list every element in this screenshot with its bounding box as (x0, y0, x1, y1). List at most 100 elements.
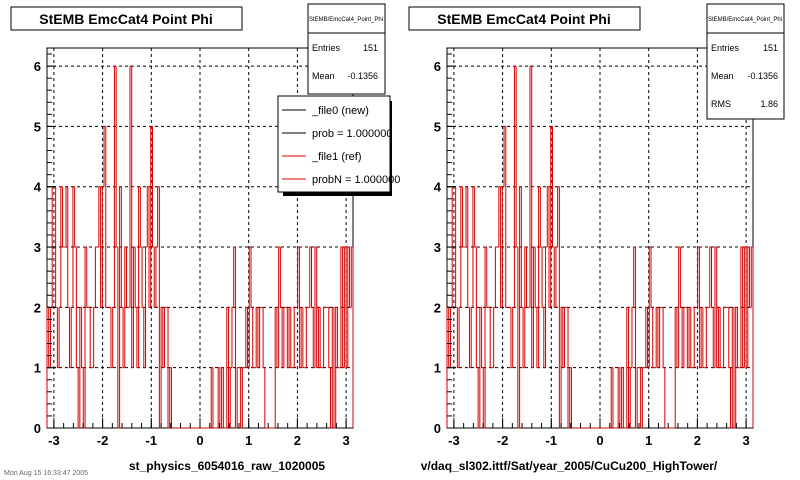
right-y-axis: 0 1 2 3 4 5 6 (434, 53, 456, 436)
right-histogram-bin (700, 306, 703, 368)
right-histogram-bin (501, 186, 505, 308)
right-histogram-bin (560, 306, 563, 428)
left-histogram-bin (252, 307, 255, 369)
right-histogram-bin (723, 306, 726, 368)
left-x-tick-label: 0 (196, 433, 203, 448)
left-histogram-bin (250, 247, 253, 308)
left-histogram-bin (331, 306, 334, 428)
right-histogram-bin (650, 247, 653, 308)
right-histogram-bin (481, 307, 484, 369)
left-histogram-bin (68, 307, 72, 369)
right-histogram-bin (536, 307, 539, 369)
right-histogram-bin (493, 306, 496, 368)
left-histogram-bin (347, 246, 350, 368)
left-histogram-bin (155, 246, 158, 308)
right-x-axis: -3 -2 -1 0 1 2 3 (448, 418, 750, 448)
left-histogram-bin (170, 367, 174, 429)
right-histogram-bin (681, 307, 684, 369)
right-histogram-bin (636, 367, 639, 428)
right-y-tick-label: 6 (434, 59, 441, 74)
left-histogram-bin (293, 306, 296, 368)
left-histogram-bin (56, 307, 60, 369)
right-histogram-bin (664, 367, 667, 429)
left-histogram-bin (226, 306, 229, 428)
right-histogram-bin (498, 186, 501, 248)
right-histogram-bin (505, 126, 508, 308)
left-histogram-bin (145, 246, 148, 368)
right-histogram-bin (683, 306, 686, 368)
left-histogram-bin (124, 246, 127, 368)
right-stats-rms: 1.86 (760, 99, 778, 109)
left-histogram-bin (122, 307, 125, 369)
right-histogram-bin (545, 246, 548, 368)
right-histogram-bin (612, 367, 615, 429)
right-histogram-bin (641, 367, 645, 428)
right-histogram-bin (467, 186, 470, 308)
right-histogram-bin (697, 246, 700, 308)
left-histogram-bin (300, 306, 303, 368)
right-histogram-bin (564, 306, 567, 368)
right-stats-mean-label: Mean (711, 71, 734, 81)
right-histogram-bin (686, 307, 690, 369)
right-histogram-bin (742, 247, 745, 369)
left-stats-entries: 151 (363, 43, 378, 53)
right-histogram-bin (747, 246, 750, 368)
legend-entry-prob: prob = 1.000000 (312, 128, 392, 140)
left-histogram-bin (278, 246, 281, 368)
left-histogram-bin (84, 246, 87, 428)
left-histogram-bin (281, 307, 284, 369)
right-x-tick-label: -1 (546, 433, 558, 448)
left-y-tick-label: 6 (34, 59, 41, 74)
left-histogram-bin (240, 367, 243, 429)
right-histogram-bin (522, 307, 525, 369)
left-histogram-bin (312, 307, 315, 369)
left-histogram-bin (259, 306, 262, 368)
left-x-tick-label: 1 (245, 433, 252, 448)
left-histogram-bin (298, 247, 302, 369)
right-histogram-bin (557, 186, 560, 248)
left-histogram-bin (221, 367, 224, 428)
left-histogram-bin (316, 247, 319, 369)
right-histogram-bin (500, 186, 503, 308)
left-histogram-bin (247, 307, 250, 369)
left-histogram-bin (305, 306, 309, 368)
left-histogram-bin (62, 186, 65, 248)
left-histogram-bin (241, 367, 245, 428)
left-histogram-bin (290, 307, 293, 369)
right-x-tick-label: 0 (596, 433, 603, 448)
left-histogram-bin (65, 186, 68, 248)
right-histogram-bin (740, 246, 743, 368)
left-histogram-bin (119, 186, 122, 428)
legend-entry-probn: probN = 1.000000 (312, 174, 400, 186)
right-histogram-bin (543, 307, 546, 369)
left-stats-mean: -0.1356 (347, 71, 378, 81)
right-histogram-bin (477, 367, 480, 429)
right-histogram-bin (735, 306, 738, 428)
right-histogram-bin (526, 247, 529, 308)
right-histogram-bin (475, 247, 479, 369)
right-histogram-bin (678, 246, 681, 368)
left-histogram-bin (132, 246, 136, 368)
right-histogram-bin (712, 307, 715, 369)
left-histogram-bin (60, 186, 63, 308)
right-x-tick-label: 2 (694, 433, 701, 448)
left-histogram-bin (134, 247, 137, 308)
right-histogram-bin (657, 307, 660, 369)
right-histogram-bin (705, 306, 709, 368)
left-histogram-bin (169, 367, 172, 428)
right-histogram-bin (569, 367, 572, 428)
right-histogram-bin (648, 246, 651, 368)
left-histogram-bin (323, 306, 326, 368)
left-histogram-bin (81, 307, 84, 369)
left-histogram-bin (335, 306, 338, 428)
left-title-box (10, 6, 243, 31)
left-histogram-bin (164, 306, 167, 368)
right-histogram-bin (634, 247, 638, 429)
left-histogram-bin (274, 306, 277, 428)
left-histogram-bin (264, 367, 267, 429)
right-histogram-bin (655, 306, 658, 368)
left-histogram-bin (297, 246, 300, 308)
right-histogram-bin (714, 246, 717, 368)
right-histogram-bin (728, 307, 731, 369)
